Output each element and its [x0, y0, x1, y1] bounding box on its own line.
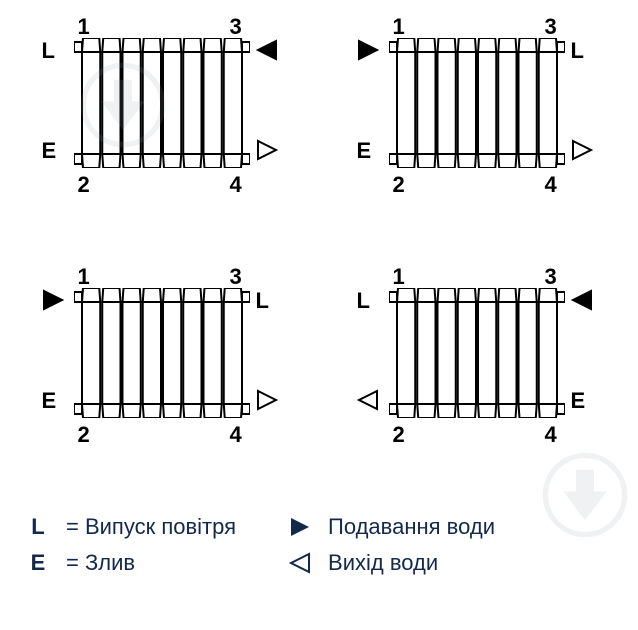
variants-grid: 1324LE 1324LE 1324LE 1324LE	[24, 18, 614, 458]
corner-number-bl: 2	[393, 422, 405, 448]
hollow-triangle-icon	[256, 389, 278, 411]
corner-number-tr: 3	[545, 14, 557, 40]
legend-text-L: = Випуск повітря	[66, 514, 236, 540]
radiator-icon	[74, 288, 250, 418]
corner-number-br: 4	[230, 422, 242, 448]
hollow-triangle-icon	[256, 139, 278, 161]
corner-number-tr: 3	[230, 14, 242, 40]
hollow-triangle-icon	[357, 389, 379, 411]
legend-row-L: L = Випуск повітря	[24, 514, 236, 540]
legend-row-supply: Подавання води	[286, 514, 495, 540]
hollow-triangle-icon	[286, 552, 314, 574]
radiator-icon	[389, 38, 565, 168]
corner-number-bl: 2	[78, 172, 90, 198]
corner-number-tl: 1	[393, 14, 405, 40]
variant-B: 1324LE	[339, 18, 614, 208]
hollow-triangle-icon	[571, 139, 593, 161]
corner-number-tl: 1	[78, 14, 90, 40]
variant-D: 1324LE	[339, 268, 614, 458]
legend-row-return: Вихід води	[286, 550, 495, 576]
port-label-bottom_left: E	[42, 138, 57, 164]
variant-A: 1324LE	[24, 18, 299, 208]
legend-text-return: Вихід води	[328, 550, 438, 576]
legend-symbol-L: L	[24, 514, 52, 540]
legend-symbol-E: E	[24, 550, 52, 576]
flow-arrow-top_right	[571, 289, 593, 311]
port-label-top_right: L	[571, 38, 584, 64]
radiator-icon	[74, 38, 250, 168]
filled-triangle-icon	[256, 39, 278, 61]
legend-row-E: E = Злив	[24, 550, 236, 576]
corner-number-tl: 1	[393, 264, 405, 290]
flow-arrow-top_left	[357, 39, 379, 61]
corner-number-br: 4	[545, 422, 557, 448]
port-label-top_left: L	[357, 288, 370, 314]
port-label-top_right: L	[256, 288, 269, 314]
legend: L = Випуск повітря E = Злив Подавання во…	[24, 514, 614, 576]
corner-number-br: 4	[545, 172, 557, 198]
variant-C: 1324LE	[24, 268, 299, 458]
filled-triangle-icon	[357, 39, 379, 61]
port-label-bottom_right: E	[571, 388, 586, 414]
corner-number-br: 4	[230, 172, 242, 198]
port-label-bottom_left: E	[357, 138, 372, 164]
filled-triangle-icon	[571, 289, 593, 311]
flow-arrow-bottom_left	[357, 389, 379, 411]
legend-text-supply: Подавання води	[328, 514, 495, 540]
flow-arrow-bottom_right	[256, 389, 278, 411]
corner-number-bl: 2	[393, 172, 405, 198]
corner-number-tl: 1	[78, 264, 90, 290]
flow-arrow-bottom_right	[571, 139, 593, 161]
legend-text-E: = Злив	[66, 550, 135, 576]
filled-triangle-icon	[286, 516, 314, 538]
corner-number-bl: 2	[78, 422, 90, 448]
flow-arrow-top_right	[256, 39, 278, 61]
flow-arrow-bottom_right	[256, 139, 278, 161]
corner-number-tr: 3	[230, 264, 242, 290]
legend-left-column: L = Випуск повітря E = Злив	[24, 514, 236, 576]
flow-arrow-top_left	[42, 289, 64, 311]
radiator-icon	[389, 288, 565, 418]
legend-right-column: Подавання води Вихід води	[286, 514, 495, 576]
filled-triangle-icon	[42, 289, 64, 311]
port-label-top_left: L	[42, 38, 55, 64]
corner-number-tr: 3	[545, 264, 557, 290]
port-label-bottom_left: E	[42, 388, 57, 414]
